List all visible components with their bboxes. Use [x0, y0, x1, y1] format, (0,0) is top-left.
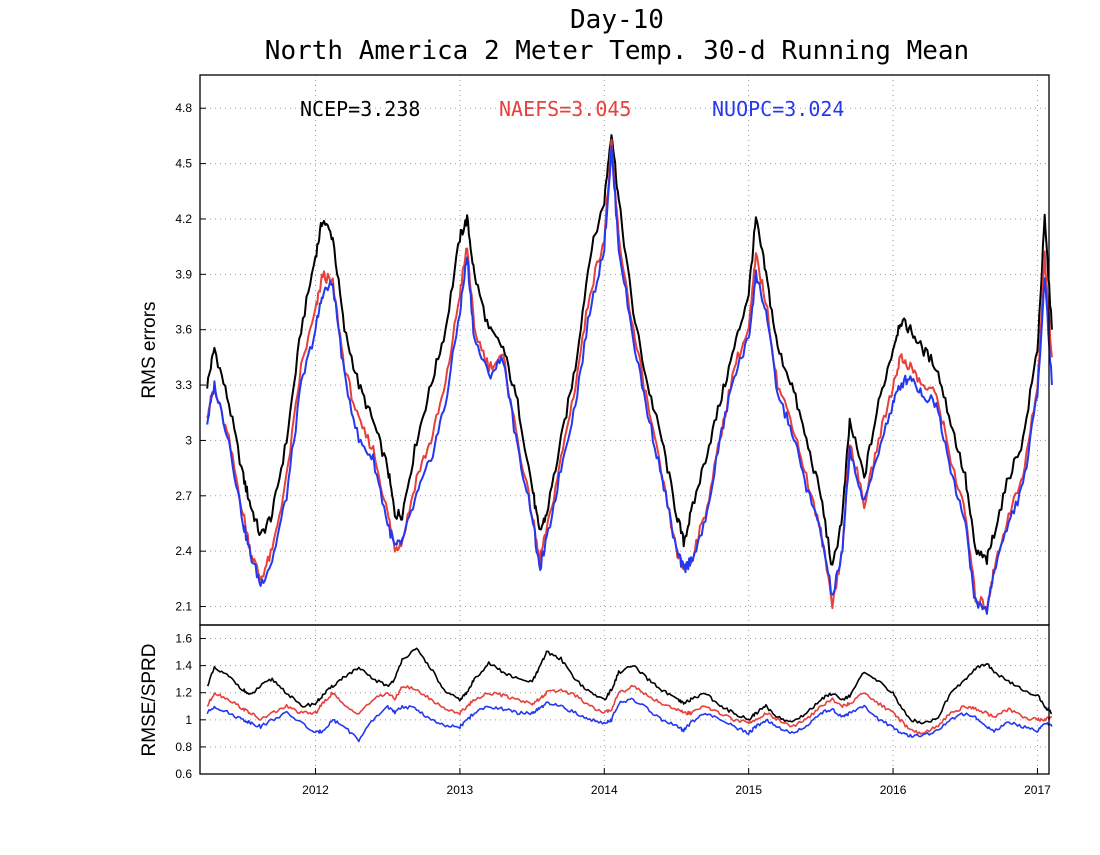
series-line-ncep — [206, 134, 1053, 566]
bottom-panel-y-axis-label: RMSE/SPRD — [139, 644, 160, 757]
top-y-tick-label: 3.3 — [175, 378, 192, 392]
legend-ncep: NCEP=3.238 — [300, 97, 420, 121]
top-y-tick-label: 4.2 — [175, 212, 192, 226]
top-panel-series — [206, 134, 1053, 615]
top-panel-y-axis-label: RMS errors — [139, 301, 160, 398]
bottom-y-tick-label: 0.8 — [175, 740, 192, 754]
top-y-tick-label: 3.6 — [175, 323, 192, 337]
top-y-tick-label: 4.8 — [175, 101, 192, 115]
series-line-naefs — [206, 138, 1053, 611]
bottom-y-tick-label: 1.6 — [175, 632, 192, 646]
top-y-tick-label: 3.9 — [175, 267, 192, 281]
ratio-line-nuopc — [206, 697, 1053, 743]
chart-title-line2: North America 2 Meter Temp. 30-d Running… — [265, 36, 969, 66]
legend-naefs: NAEFS=3.045 — [499, 97, 631, 121]
top-y-tick-label: 3 — [185, 433, 192, 447]
chart-title-line1: Day-10 — [570, 5, 664, 35]
x-tick-label: 2017 — [1024, 783, 1051, 797]
series-line-nuopc — [206, 145, 1053, 615]
bottom-y-tick-label: 1.2 — [175, 686, 192, 700]
bottom-panel-series — [206, 647, 1053, 743]
bottom-panel-frame — [199, 624, 1050, 775]
bottom-y-tick-label: 1 — [185, 713, 192, 727]
x-tick-label: 2013 — [447, 783, 474, 797]
ratio-line-ncep — [206, 647, 1053, 725]
legend-nuopc: NUOPC=3.024 — [712, 97, 844, 121]
top-y-tick-label: 2.4 — [175, 544, 192, 558]
bottom-y-tick-label: 1.4 — [175, 659, 192, 673]
top-y-tick-label: 2.7 — [175, 489, 192, 503]
x-tick-label: 2016 — [880, 783, 907, 797]
top-panel-y-ticks: 2.1 2.4 2.7 3 3.3 3.6 3.9 4.2 4.5 4.8 — [175, 101, 206, 614]
x-tick-label: 2014 — [591, 783, 618, 797]
bottom-y-tick-label: 0.6 — [175, 767, 192, 781]
top-y-tick-label: 4.5 — [175, 157, 192, 171]
x-tick-label: 2012 — [302, 783, 329, 797]
x-tick-label: 2015 — [735, 783, 762, 797]
bottom-panel-y-ticks: 0.6 0.8 1 1.2 1.4 1.6 — [175, 632, 206, 781]
x-axis-ticks: 2012 2013 2014 2015 2016 2017 — [302, 768, 1051, 797]
ratio-line-naefs — [206, 684, 1052, 735]
top-y-tick-label: 2.1 — [175, 600, 192, 614]
